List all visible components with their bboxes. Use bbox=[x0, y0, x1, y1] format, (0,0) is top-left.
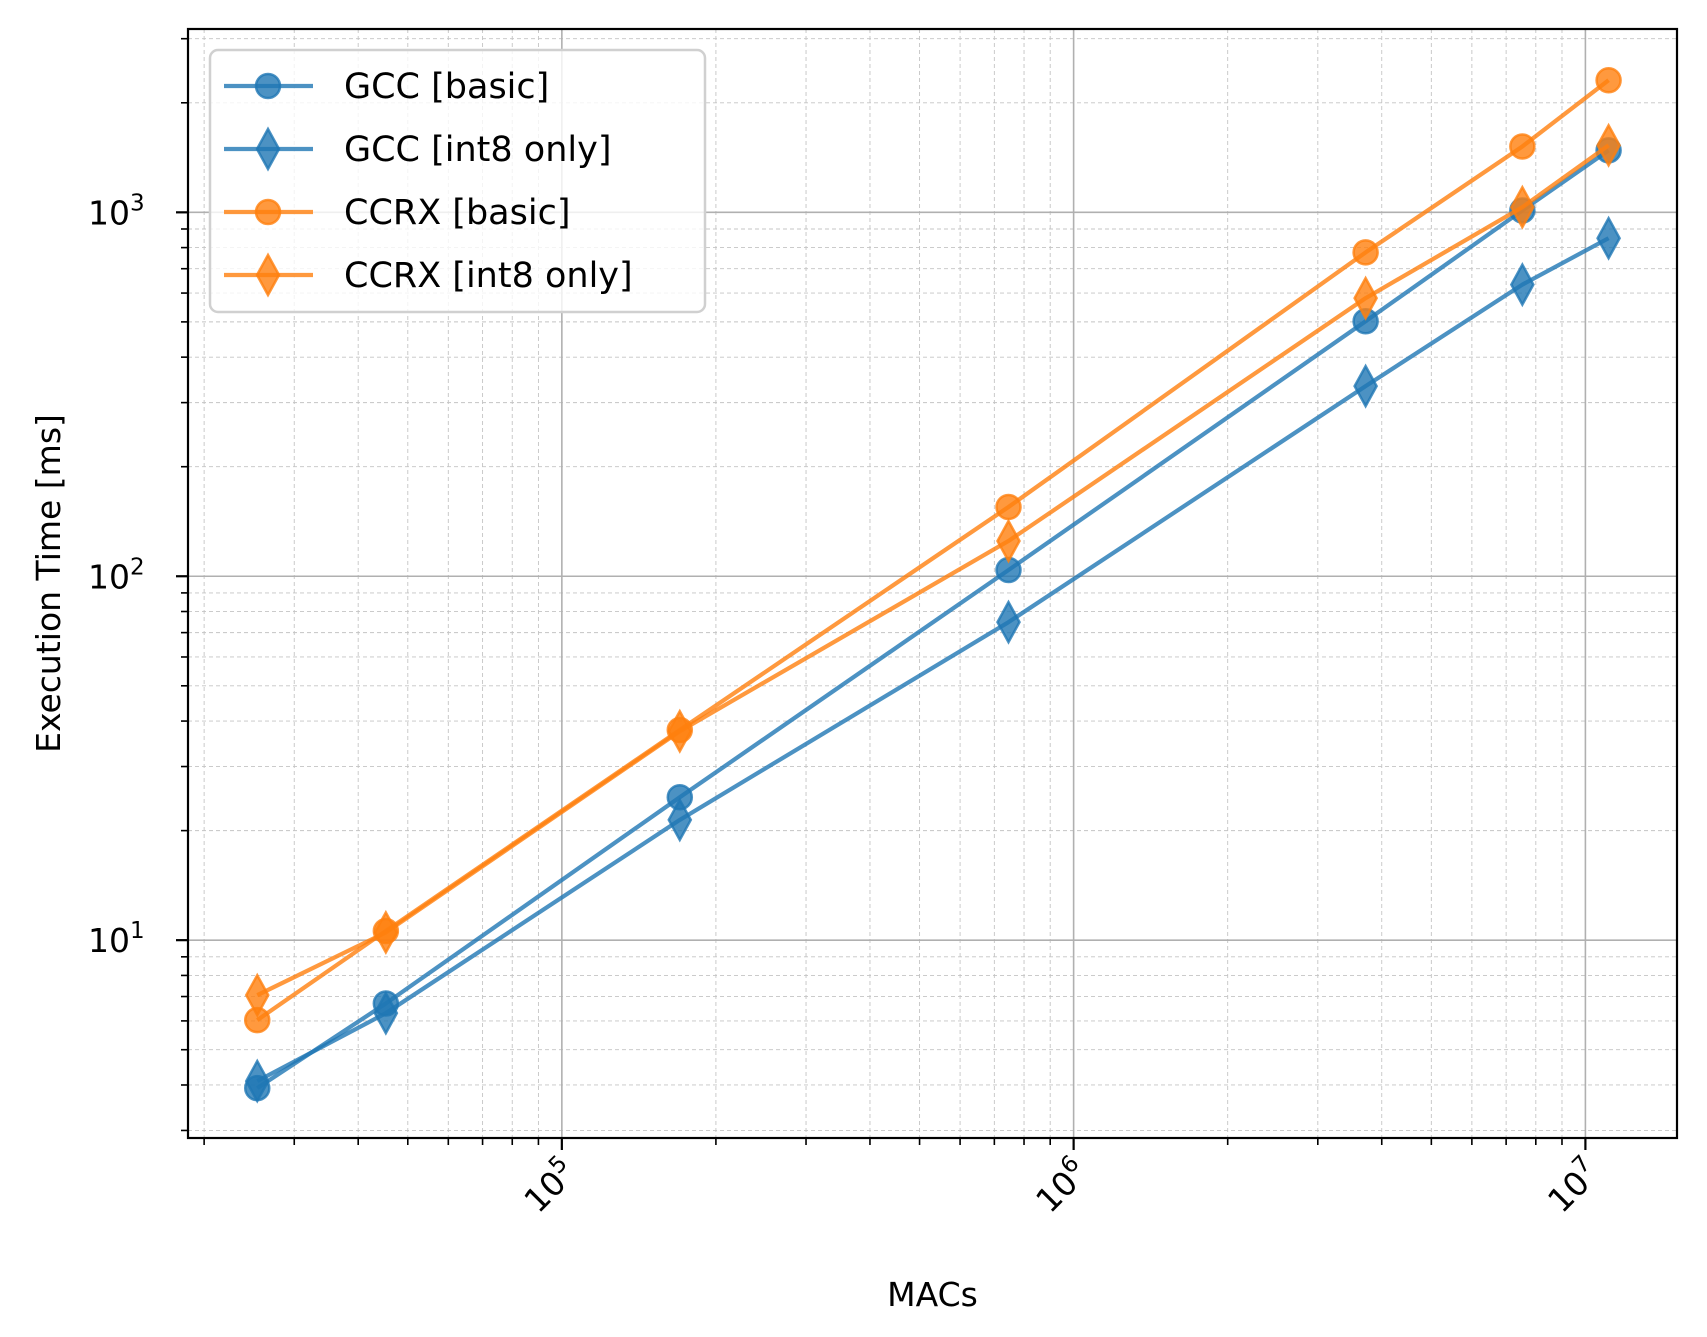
y-tick-base: 10 bbox=[88, 193, 130, 232]
y-tick-label: 101 bbox=[88, 918, 145, 960]
legend-item: CCRX [basic] bbox=[224, 193, 570, 233]
y-tick-label: 102 bbox=[88, 554, 145, 596]
legend-label: CCRX [basic] bbox=[344, 193, 570, 233]
series-ccrx-int8-only bbox=[244, 122, 1622, 1018]
data-point bbox=[1509, 184, 1535, 230]
data-point bbox=[667, 797, 693, 843]
data-point bbox=[1509, 262, 1535, 308]
data-point bbox=[995, 493, 1022, 521]
legend-box bbox=[208, 48, 707, 314]
circle-marker-icon bbox=[254, 198, 282, 226]
data-point bbox=[1509, 133, 1536, 160]
y-tick-base: 10 bbox=[88, 921, 130, 960]
y-axis-label: Execution Time [ms] bbox=[29, 414, 68, 753]
y-tick-exponent: 2 bbox=[130, 554, 145, 580]
y-tick-exponent: 1 bbox=[130, 918, 145, 944]
legend-label: GCC [int8 only] bbox=[344, 130, 612, 170]
diamond-marker-icon bbox=[255, 126, 281, 172]
circle-marker-icon bbox=[254, 72, 282, 100]
data-point bbox=[1595, 66, 1622, 94]
data-point bbox=[244, 972, 270, 1018]
data-point bbox=[244, 1058, 270, 1104]
data-point bbox=[667, 708, 693, 754]
data-point bbox=[996, 518, 1021, 564]
diamond-marker-icon bbox=[255, 252, 281, 298]
legend-item: GCC [basic] bbox=[224, 67, 549, 107]
data-point bbox=[1353, 363, 1379, 409]
data-point bbox=[1596, 215, 1622, 261]
legend: GCC [basic] GCC [int8 only] CCRX [basic] CC… bbox=[208, 48, 707, 314]
data-point bbox=[373, 990, 399, 1036]
y-tick-label: 103 bbox=[88, 190, 145, 232]
legend-label: CCRX [int8 only] bbox=[344, 256, 633, 296]
series-layer bbox=[244, 66, 1622, 1104]
axis-ticks bbox=[176, 37, 1587, 1150]
y-tick-exponent: 3 bbox=[130, 190, 145, 216]
data-point bbox=[996, 599, 1021, 645]
x-axis-label: MACs bbox=[887, 1275, 978, 1314]
legend-label: GCC [basic] bbox=[344, 67, 549, 107]
plot-frame bbox=[186, 27, 1679, 1140]
legend-item: GCC [int8 only] bbox=[224, 126, 612, 172]
data-point bbox=[373, 909, 399, 956]
series-gcc-int8-only bbox=[244, 215, 1622, 1104]
data-point bbox=[1596, 122, 1622, 168]
data-point bbox=[1353, 275, 1379, 321]
data-point bbox=[1352, 239, 1379, 266]
legend-item: CCRX [int8 only] bbox=[224, 252, 633, 298]
y-tick-base: 10 bbox=[88, 557, 130, 596]
